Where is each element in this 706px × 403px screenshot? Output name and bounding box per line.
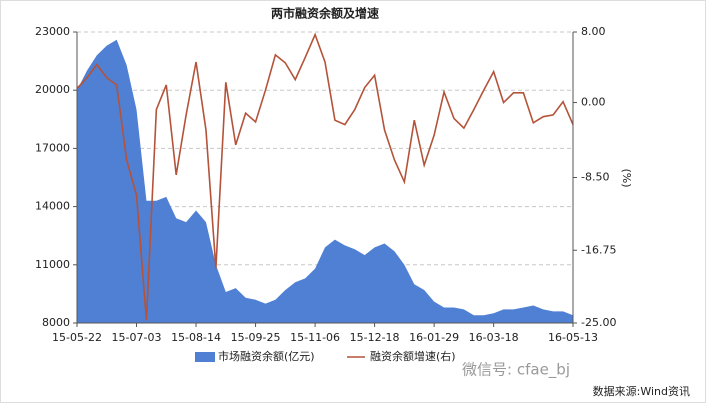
- y-tick-label: 23000: [35, 25, 70, 38]
- growth-line: [76, 32, 574, 321]
- chart-title: 两市融资余额及增速: [271, 6, 379, 21]
- x-tick-label: 15-05-22: [52, 331, 102, 344]
- x-tick-label: 16-01-29: [409, 331, 459, 344]
- y-tick-label: 17000: [35, 141, 70, 154]
- watermark: 微信号: cfae_bj: [462, 361, 570, 380]
- x-tick-label: 15-07-03: [112, 331, 162, 344]
- y2-tick-label: -8.50: [581, 171, 609, 184]
- balance-area: [77, 39, 573, 323]
- legend-label: 融资余额增速(右): [370, 349, 456, 363]
- y2-tick-label: -25.00: [581, 316, 616, 329]
- source-note: 数据来源:Wind资讯: [593, 384, 690, 398]
- x-tick-label: 16-03-18: [469, 331, 519, 344]
- x-tick-label: 15-11-06: [290, 331, 340, 344]
- y2-tick-label: 8.00: [581, 25, 606, 38]
- y-tick-label: 11000: [35, 258, 70, 271]
- x-tick-label: 16-05-13: [548, 331, 598, 344]
- y-tick-label: 20000: [35, 83, 70, 96]
- y2-tick-label: -16.75: [581, 243, 616, 256]
- legend-label: 市场融资余额(亿元): [218, 349, 315, 363]
- y-tick-label: 14000: [35, 200, 70, 213]
- y-tick-label: 8000: [42, 316, 70, 329]
- x-tick-label: 15-08-14: [171, 331, 221, 344]
- y2-tick-label: 0.00: [581, 96, 606, 109]
- y2-axis-label: (%): [620, 168, 633, 187]
- x-tick-label: 15-12-18: [350, 331, 400, 344]
- legend-swatch: [195, 352, 215, 362]
- x-tick-label: 15-09-25: [231, 331, 281, 344]
